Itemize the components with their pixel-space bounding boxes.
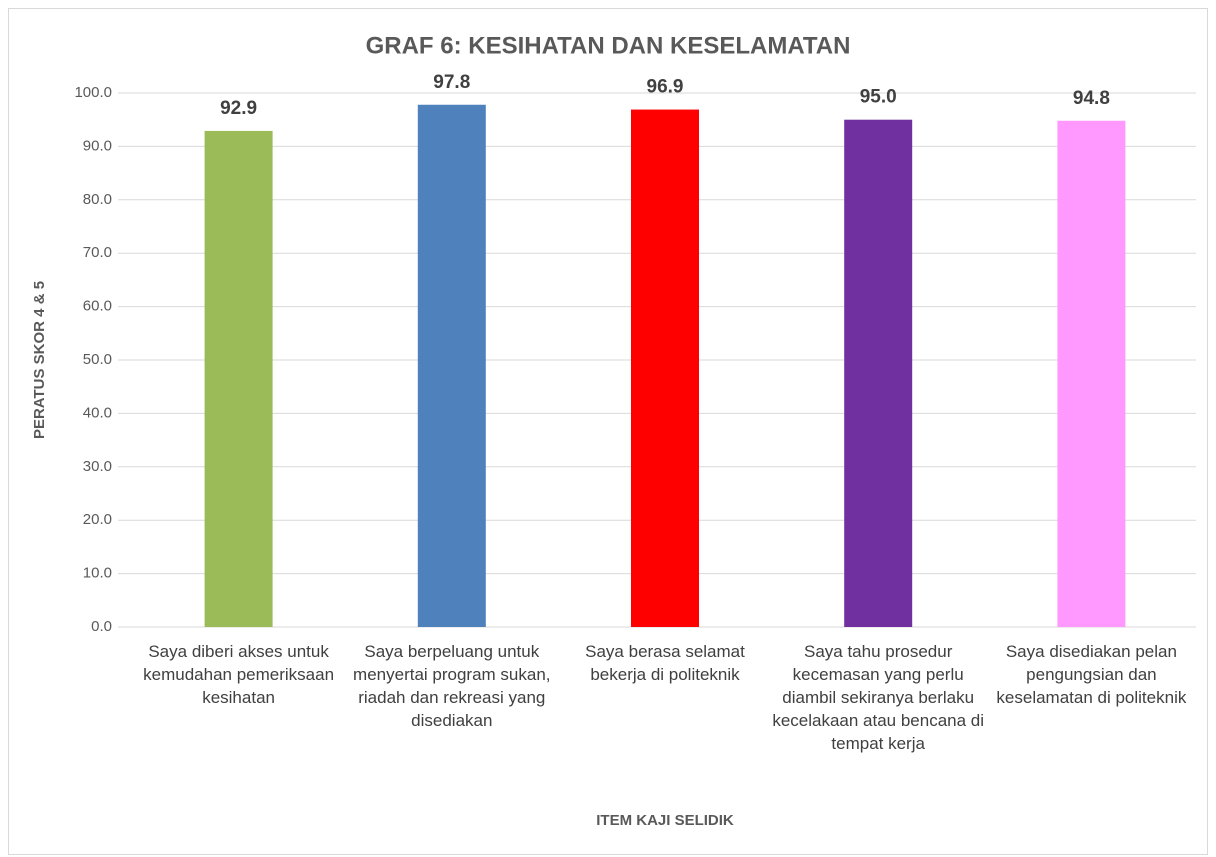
x-tick-label: Saya tahu prosedur kecemasan yang perlu … <box>772 642 985 753</box>
y-tick-label: 40.0 <box>83 404 112 421</box>
x-tick-label: Saya disediakan pelan pengungsian dan ke… <box>996 642 1187 707</box>
bar <box>844 119 913 627</box>
y-tick-label: 100.0 <box>74 84 112 101</box>
bar <box>1057 120 1126 627</box>
bar <box>417 104 486 628</box>
y-tick-label: 90.0 <box>83 137 112 154</box>
y-tick-label: 30.0 <box>83 458 112 475</box>
y-tick-label: 70.0 <box>83 244 112 261</box>
bar <box>204 130 273 627</box>
y-axis-title: PERATUS SKOR 4 & 5 <box>31 281 48 439</box>
y-tick-label: 10.0 <box>83 565 112 582</box>
x-axis-title: ITEM KAJI SELIDIK <box>596 812 734 829</box>
bar <box>631 109 699 627</box>
chart-title: GRAF 6: KESIHATAN DAN KESELAMATAN <box>366 32 851 59</box>
x-tick-label: Saya diberi akses untuk kemudahan pemeri… <box>143 642 335 707</box>
y-tick-label: 80.0 <box>83 191 112 208</box>
data-label: 96.9 <box>647 77 684 98</box>
chart-border <box>8 8 1208 855</box>
data-label: 95.0 <box>860 87 897 108</box>
data-label: 92.9 <box>220 98 257 119</box>
y-tick-label: 60.0 <box>83 298 112 315</box>
y-tick-label: 20.0 <box>83 511 112 528</box>
y-tick-label: 0.0 <box>91 618 112 635</box>
x-tick-label: Saya berasa selamat bekerja di politekni… <box>585 642 745 684</box>
x-tick-label: Saya berpeluang untuk menyertai program … <box>353 642 551 730</box>
y-tick-label: 50.0 <box>83 351 112 368</box>
data-label: 94.8 <box>1073 88 1110 109</box>
data-label: 97.8 <box>433 72 470 93</box>
